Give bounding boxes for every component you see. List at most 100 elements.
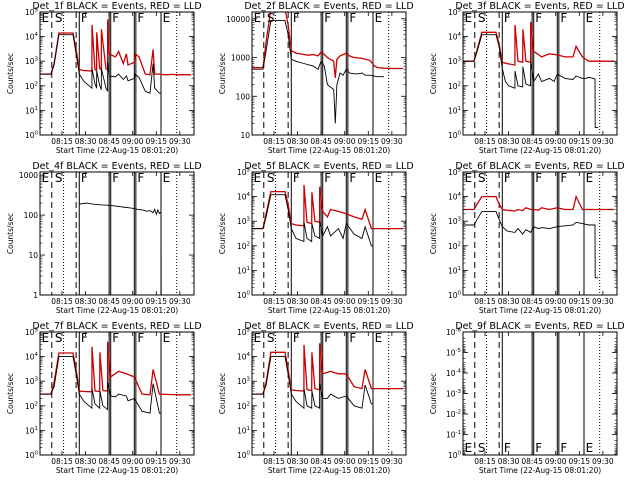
y-tick-label: 10	[240, 131, 250, 140]
plot-frame	[251, 331, 407, 456]
y-tick-label: 100	[25, 131, 39, 141]
y-tick-label: 104	[25, 32, 39, 42]
event-marker-label: F	[504, 171, 511, 185]
x-tick-label: 08:30	[75, 137, 97, 146]
x-tick-label: 08:45	[521, 457, 543, 466]
y-tick-label: 1000	[231, 54, 250, 63]
events-series-line	[463, 34, 599, 129]
event-marker-label: F	[137, 11, 144, 25]
event-marker-label: F	[504, 11, 511, 25]
event-marker-label: E	[465, 441, 473, 455]
y-tick-label: 102	[237, 401, 250, 411]
x-tick-label: 09:15	[568, 297, 590, 306]
y-tick-label: 100	[237, 451, 251, 461]
y-tick-label: 101	[237, 426, 250, 436]
event-marker-label: E	[375, 331, 383, 345]
panel-title: Det_8f BLACK = Events, RED = LLD	[244, 321, 413, 332]
event-marker-label: F	[324, 171, 331, 185]
event-marker-label: E	[375, 171, 383, 185]
x-axis-label: Start Time (22-Aug-15 08:01:20)	[56, 466, 178, 475]
lld-series-line	[252, 184, 403, 230]
x-tick-label: 08:15	[51, 137, 73, 146]
events-series-line	[252, 20, 384, 124]
x-axis-label: Start Time (22-Aug-15 08:01:20)	[268, 306, 390, 315]
panel-title: Det_9f BLACK = Events, RED = LLD	[455, 321, 624, 332]
x-tick-label: 08:30	[498, 137, 520, 146]
y-tick-label: 103	[25, 57, 39, 67]
lld-series-line	[40, 19, 191, 76]
event-marker-label: F	[324, 11, 331, 25]
event-marker-label: S	[478, 441, 486, 455]
y-tick-label: 10-2	[446, 410, 461, 420]
x-tick-label: 08:45	[310, 457, 332, 466]
x-tick-label: 09:30	[592, 297, 614, 306]
x-tick-label: 08:15	[474, 457, 496, 466]
panel-title: Det_6f BLACK = Events, RED = LLD	[455, 161, 624, 172]
y-tick-label: 105	[448, 168, 462, 178]
x-tick-label: 09:15	[357, 457, 379, 466]
event-marker-label: E	[465, 11, 473, 25]
panel-title: Det_1f BLACK = Events, RED = LLD	[32, 1, 201, 12]
event-marker-label: F	[137, 331, 144, 345]
y-axis-label: Counts/sec	[429, 373, 438, 414]
x-tick-label: 09:00	[334, 457, 356, 466]
y-tick-label: 102	[25, 81, 38, 91]
y-axis-label: Counts/sec	[6, 213, 15, 254]
x-tick-label: 08:15	[263, 297, 285, 306]
x-tick-label: 08:15	[263, 137, 285, 146]
event-marker-label: F	[81, 11, 88, 25]
event-marker-label: S	[55, 171, 63, 185]
event-marker-label: S	[267, 171, 275, 185]
series-group	[463, 194, 614, 279]
y-axis-label: Counts/sec	[429, 213, 438, 254]
y-tick-label: 104	[237, 192, 251, 202]
event-marker-label: E	[586, 441, 594, 455]
event-marker-label: S	[55, 11, 63, 25]
x-tick-label: 08:45	[521, 297, 543, 306]
event-marker-label: F	[535, 441, 542, 455]
y-tick-label: 10-1	[446, 430, 461, 440]
x-tick-label: 09:15	[357, 297, 379, 306]
x-tick-label: 08:30	[75, 297, 97, 306]
panel-title: Det_2f BLACK = Events, RED = LLD	[244, 1, 413, 12]
y-tick-label: 104	[237, 352, 251, 362]
y-axis-label: Counts/sec	[218, 53, 227, 94]
event-marker-label: F	[112, 171, 119, 185]
event-marker-label: F	[293, 11, 300, 25]
x-axis-label: Start Time (22-Aug-15 08:01:20)	[479, 146, 601, 155]
panel-det-8: Det_8f BLACK = Events, RED = LLD 08:15 08:…	[218, 321, 414, 475]
event-marker-label: S	[55, 331, 63, 345]
y-tick-label: 102	[237, 241, 250, 251]
event-marker-label: S	[478, 171, 486, 185]
y-tick-label: 104	[25, 352, 39, 362]
event-marker-label: F	[293, 331, 300, 345]
y-tick-label: 102	[448, 241, 461, 251]
x-axis-label: Start Time (22-Aug-15 08:01:20)	[56, 146, 178, 155]
y-tick-label: 104	[448, 32, 462, 42]
y-tick-label: 101	[448, 106, 461, 116]
event-marker-label: F	[112, 331, 119, 345]
panel-title: Det_3f BLACK = Events, RED = LLD	[455, 1, 624, 12]
event-marker-label: F	[560, 441, 567, 455]
lld-series-line	[463, 194, 614, 212]
x-tick-label: 09:30	[169, 137, 191, 146]
panel-det-9: Det_9f BLACK = Events, RED = LLD 08:15 08:…	[429, 321, 625, 475]
y-tick-label: 105	[448, 8, 462, 18]
y-axis-label: Counts/sec	[429, 53, 438, 94]
plot-frame	[251, 171, 407, 296]
x-tick-label: 08:45	[310, 297, 332, 306]
x-tick-label: 08:45	[98, 137, 120, 146]
series-group	[252, 184, 403, 247]
y-tick-label: 103	[25, 377, 39, 387]
x-tick-label: 08:30	[287, 137, 309, 146]
events-series-line	[40, 356, 161, 414]
plot-frame	[39, 331, 195, 456]
x-tick-label: 08:15	[263, 457, 285, 466]
x-tick-label: 09:30	[381, 297, 403, 306]
series-group	[463, 21, 614, 129]
events-series-line	[463, 210, 599, 279]
event-marker-label: E	[254, 331, 262, 345]
x-tick-label: 09:00	[122, 137, 144, 146]
